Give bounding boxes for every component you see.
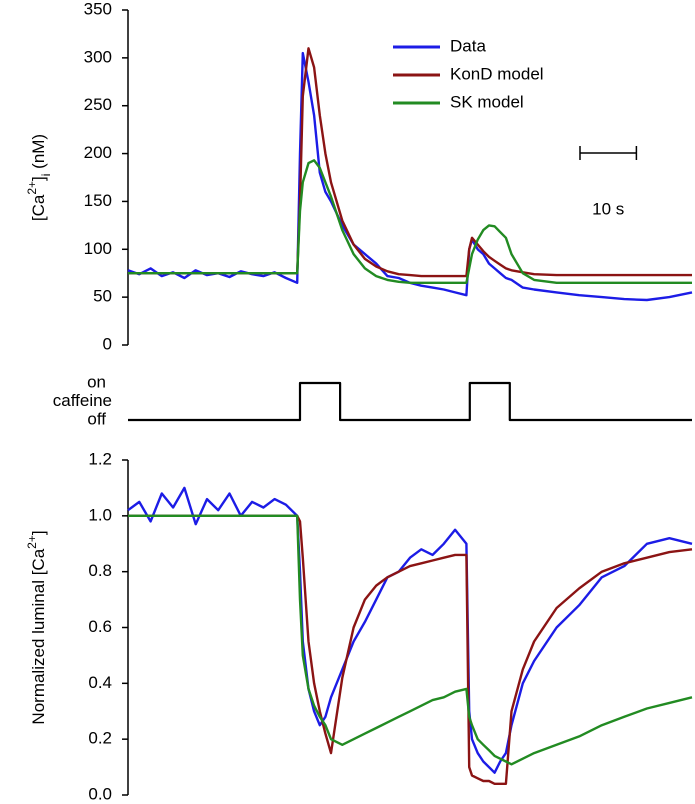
y-axis-label-part: ] [29, 530, 48, 535]
y-axis-label-part: 2+ [25, 535, 39, 549]
series-line [127, 486, 693, 774]
y-tick-label: 0.2 [88, 729, 112, 748]
y-tick-label: 250 [84, 95, 112, 114]
y-tick-label: 1.2 [88, 449, 112, 468]
y-axis-label-part: ] [29, 176, 48, 181]
y-tick-label: 350 [84, 0, 112, 18]
y-tick-label: 0.4 [88, 673, 112, 692]
y-tick-label: 0.6 [88, 617, 112, 636]
y-tick-label: on [87, 372, 106, 391]
caffeine-trace [128, 381, 692, 422]
y-axis-label-part: (nM) [29, 134, 48, 174]
y-tick-label: 150 [84, 191, 112, 210]
y-axis-label-part: 2+ [25, 181, 39, 195]
scale-bar-label: 10 s [592, 199, 624, 218]
y-tick-label: 0.0 [88, 784, 112, 803]
y-axis-label: Normalized luminal [Ca2+] [25, 530, 48, 724]
y-tick-label: 0.8 [88, 561, 112, 580]
series-line [127, 51, 693, 302]
y-tick-label: 50 [93, 287, 112, 306]
y-tick-label: 300 [84, 47, 112, 66]
series-line [128, 47, 692, 278]
y-axis-label-part: Normalized luminal [Ca [29, 548, 48, 724]
y-tick-label: 200 [84, 143, 112, 162]
y-tick-label: 1.0 [88, 505, 112, 524]
y-axis-label: [Ca2+]i (nM) [25, 134, 53, 221]
legend-label: Data [450, 36, 486, 55]
series-line [128, 514, 693, 766]
y-tick-label: 0 [103, 334, 112, 353]
y-tick-label: off [87, 409, 106, 428]
y-axis-label: caffeine [53, 391, 112, 410]
y-axis-label-part: [Ca [29, 194, 48, 221]
y-axis-label-part: i [39, 174, 53, 177]
y-tick-label: 100 [84, 239, 112, 258]
series-line [128, 159, 692, 284]
legend-label: SK model [450, 92, 524, 111]
legend-label: KonD model [450, 64, 544, 83]
series-line [128, 514, 693, 785]
